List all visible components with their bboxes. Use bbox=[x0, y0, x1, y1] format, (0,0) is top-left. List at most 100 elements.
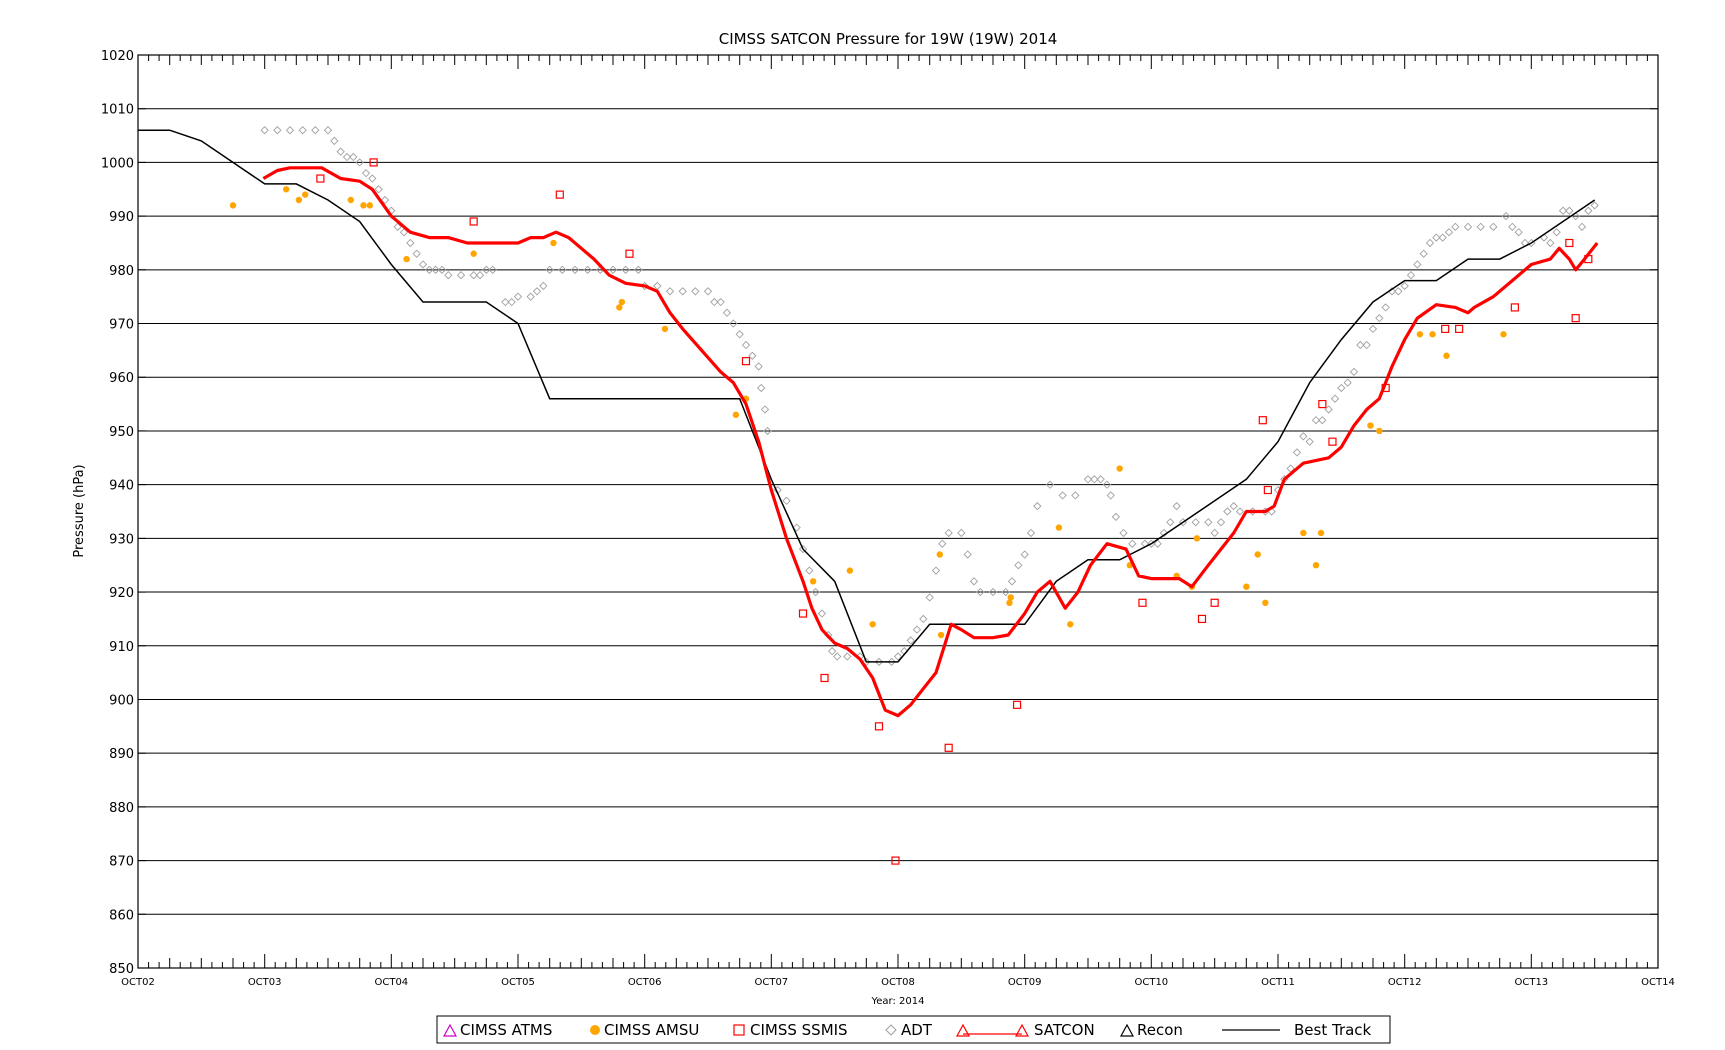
adt-point-93 bbox=[1020, 550, 1029, 559]
adt-point-119 bbox=[1229, 501, 1238, 511]
legend: CIMSS ATMS CIMSS AMSU CIMSS SSMIS ADT SA… bbox=[436, 1015, 1391, 1044]
ssmis-point-22 bbox=[1510, 303, 1519, 312]
y-tick-label-1010: 1010 bbox=[101, 103, 134, 118]
adt-point-90 bbox=[1001, 587, 1010, 597]
amsu-point-31 bbox=[1262, 599, 1269, 606]
adt-point-58 bbox=[757, 383, 766, 393]
adt-point-6 bbox=[330, 136, 339, 146]
adt-point-89 bbox=[988, 587, 998, 597]
adt-point-59 bbox=[760, 405, 770, 414]
amsu-point-32 bbox=[1300, 529, 1307, 537]
y-tick-label-870: 870 bbox=[109, 855, 134, 870]
adt-point-16 bbox=[393, 222, 402, 231]
amsu-point-17 bbox=[869, 621, 876, 628]
adt-point-8 bbox=[342, 152, 352, 162]
best-track-line bbox=[138, 129, 1596, 663]
y-tick-label-980: 980 bbox=[109, 264, 134, 279]
amsu-point-19 bbox=[937, 631, 945, 639]
adt-point-114 bbox=[1191, 518, 1200, 527]
y-tick-label-850: 850 bbox=[109, 962, 134, 977]
adt-point-26 bbox=[469, 271, 478, 280]
y-tick-label-1020: 1020 bbox=[101, 49, 134, 64]
adt-point-63 bbox=[792, 523, 801, 532]
ssmis-point-23 bbox=[1565, 238, 1574, 248]
ssmis-point-21 bbox=[1455, 324, 1464, 333]
adt-point-60 bbox=[763, 426, 772, 436]
x-tick-label-oct02: OCT02 bbox=[121, 977, 155, 988]
amsu-point-40 bbox=[1500, 331, 1507, 338]
amsu-point-16 bbox=[846, 567, 854, 574]
adt-point-82 bbox=[931, 566, 941, 575]
x-tick-labels: OCT02 OCT03 OCT04 OCT05 OCT06 OCT07 OCT08 OCT09… bbox=[121, 977, 1675, 988]
y-tick-label-890: 890 bbox=[109, 747, 134, 762]
amsu-point-33 bbox=[1312, 562, 1320, 569]
y-tick-label-900: 900 bbox=[109, 693, 134, 708]
amsu-point-3 bbox=[302, 191, 309, 198]
amsu-point-30 bbox=[1254, 551, 1261, 558]
adt-point-83 bbox=[938, 539, 947, 548]
adt-point-95 bbox=[1033, 501, 1042, 511]
adt-point-104 bbox=[1111, 512, 1121, 522]
ssmis-point-18 bbox=[1328, 437, 1337, 446]
adt-point-73 bbox=[862, 657, 871, 667]
adt-point-57 bbox=[754, 362, 763, 371]
adt-point-140 bbox=[1375, 314, 1384, 323]
adt-point-112 bbox=[1172, 501, 1181, 511]
adt-point-38 bbox=[570, 265, 580, 274]
adt-point-30 bbox=[501, 297, 510, 307]
adt-point-25 bbox=[456, 271, 466, 280]
y-tick-label-930: 930 bbox=[109, 532, 134, 547]
adt-point-146 bbox=[1413, 260, 1422, 269]
adt-point-33 bbox=[526, 292, 535, 301]
adt-point-12 bbox=[368, 174, 377, 183]
adt-point-137 bbox=[1356, 340, 1365, 350]
adt-point-128 bbox=[1299, 432, 1308, 441]
y-tick-label-990: 990 bbox=[109, 210, 134, 225]
ssmis-point-0 bbox=[316, 174, 325, 183]
y-axis-label: Pressure (hPa) bbox=[72, 464, 87, 557]
adt-point-145 bbox=[1406, 271, 1416, 280]
amsu-point-24 bbox=[1116, 465, 1123, 472]
adt-point-48 bbox=[691, 287, 700, 296]
grid-lines bbox=[138, 108, 1658, 915]
adt-point-156 bbox=[1501, 211, 1511, 221]
adt-point-7 bbox=[336, 147, 345, 156]
adt-point-56 bbox=[748, 351, 757, 360]
adt-point-1 bbox=[273, 126, 282, 135]
adt-point-50 bbox=[710, 297, 719, 307]
x-axis-label: Year: 2014 bbox=[871, 996, 925, 1007]
ssmis-point-10 bbox=[944, 743, 953, 752]
x-tick-label-oct07: OCT07 bbox=[754, 977, 788, 988]
adt-point-92 bbox=[1014, 561, 1023, 570]
x-tick-label-oct06: OCT06 bbox=[628, 977, 662, 988]
adt-point-2 bbox=[285, 126, 295, 135]
adt-point-21 bbox=[425, 265, 434, 274]
amsu-point-38 bbox=[1429, 331, 1436, 338]
x-tick-label-oct08: OCT08 bbox=[881, 977, 915, 988]
adt-point-111 bbox=[1166, 518, 1175, 527]
amsu-point-35 bbox=[1367, 422, 1374, 429]
adt-point-3 bbox=[298, 126, 307, 135]
adt-point-138 bbox=[1362, 340, 1371, 350]
y-tick-label-860: 860 bbox=[109, 908, 134, 923]
adt-point-148 bbox=[1425, 238, 1435, 248]
adt-point-91 bbox=[1007, 577, 1017, 586]
amsu-point-8 bbox=[470, 250, 477, 257]
amsu-point-39 bbox=[1443, 352, 1450, 359]
adt-point-134 bbox=[1337, 383, 1346, 393]
adt-point-154 bbox=[1476, 222, 1485, 231]
amsu-point-22 bbox=[1055, 524, 1063, 531]
adt-point-65 bbox=[805, 566, 814, 575]
adt-point-152 bbox=[1451, 222, 1460, 231]
adt-point-20 bbox=[418, 260, 428, 269]
adt-point-52 bbox=[722, 308, 732, 317]
adt-point-34 bbox=[532, 287, 542, 296]
adt-point-54 bbox=[735, 330, 744, 339]
adt-point-14 bbox=[380, 195, 390, 205]
y-tick-label-970: 970 bbox=[109, 318, 134, 333]
adt-point-147 bbox=[1419, 249, 1428, 258]
y-tick-label-920: 920 bbox=[109, 586, 134, 601]
adt-point-78 bbox=[906, 636, 915, 645]
adt-point-130 bbox=[1311, 416, 1321, 425]
adt-point-45 bbox=[653, 281, 662, 291]
